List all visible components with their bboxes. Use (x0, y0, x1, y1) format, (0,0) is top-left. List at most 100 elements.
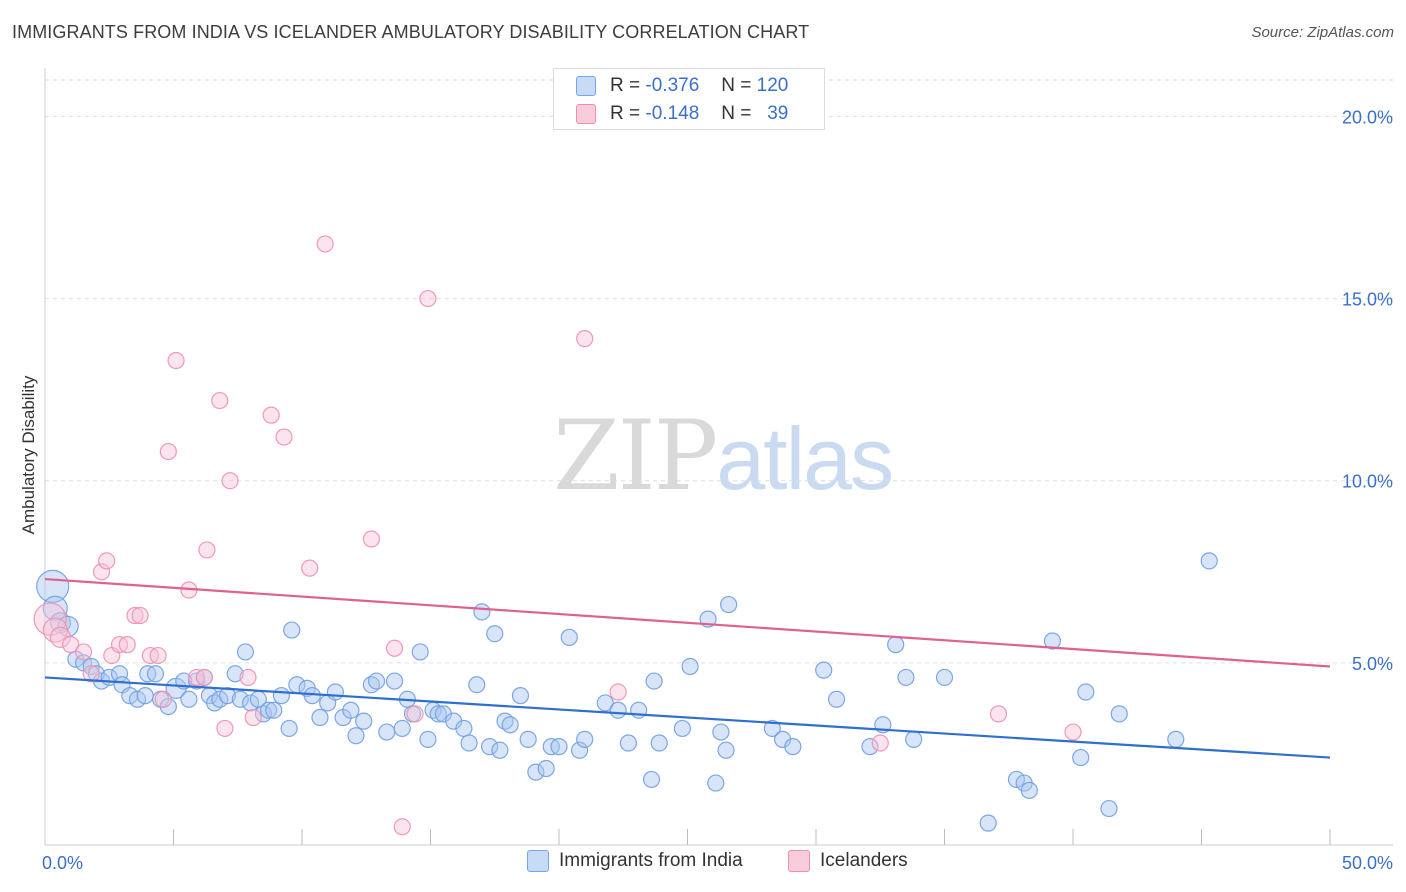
india-point (861, 738, 879, 756)
india-point (560, 628, 578, 646)
stats-n-value: 39 (767, 103, 789, 124)
india-point (460, 734, 478, 752)
india-point (815, 661, 833, 679)
india-point (491, 741, 509, 759)
india-point (642, 770, 661, 789)
india-point (827, 690, 846, 708)
india-point (180, 690, 198, 708)
stats-r-value: -0.148 (645, 103, 700, 124)
india-point (280, 719, 298, 738)
chart-title: IMMIGRANTS FROM INDIA VS ICELANDER AMBUL… (12, 22, 810, 42)
india-point (146, 665, 165, 683)
legend-label-india: Immigrants from India (559, 850, 743, 871)
india-point (707, 774, 725, 792)
icelander-point (316, 235, 334, 253)
india-point (355, 712, 373, 730)
icelander-point (149, 646, 167, 665)
india-point (36, 569, 70, 603)
india-point (1167, 730, 1185, 748)
india-point (720, 595, 738, 614)
icelander-point (216, 719, 234, 738)
icelander-point (211, 391, 229, 410)
india-point (136, 687, 154, 705)
india-point (979, 814, 997, 832)
x-tick-label: 0.0% (42, 853, 83, 873)
legend-item-india[interactable]: Immigrants from India (527, 850, 743, 872)
icelander-point (393, 818, 411, 836)
india-point (342, 701, 360, 719)
india-point (1200, 552, 1218, 570)
icelander-point (198, 541, 216, 559)
india-point (486, 625, 504, 643)
india-point (784, 738, 802, 756)
india-point (231, 690, 249, 708)
india-point (519, 730, 537, 748)
india-point (681, 657, 699, 676)
source-label: Source: ZipAtlas.com (1251, 24, 1394, 41)
india-point (393, 719, 411, 738)
icelander-point (195, 668, 213, 687)
icelander-point (419, 289, 437, 308)
icelander-point (385, 639, 404, 657)
india-point (609, 701, 627, 719)
legend-item-icelanders[interactable]: Icelanders (788, 850, 908, 872)
india-point (265, 701, 283, 719)
watermark: ZIPatlas (553, 400, 894, 512)
icelander-point (62, 636, 80, 654)
icelander-point (989, 705, 1008, 723)
india-point (596, 694, 614, 712)
india-point (367, 672, 386, 690)
india-point (673, 719, 691, 738)
icelander-trend-line (44, 577, 1331, 668)
india-trend-line (44, 676, 1331, 759)
india-point (1072, 748, 1090, 767)
india-point (272, 687, 291, 705)
india-point (570, 741, 589, 759)
stats-r-value: -0.376 (645, 75, 700, 96)
india-point (455, 719, 473, 738)
india-point (411, 643, 429, 661)
india-point (576, 730, 594, 748)
india-point (236, 643, 255, 661)
icelander-point (82, 665, 100, 683)
icelander-point (131, 606, 149, 625)
india-point (311, 708, 329, 727)
y-axis-label: Ambulatory Disability (19, 375, 38, 534)
india-point (303, 687, 321, 705)
icelander-point (406, 705, 424, 723)
stats-n-label: N = (721, 103, 752, 124)
stats-swatch-india (576, 76, 596, 96)
stats-n-label: N = (721, 75, 752, 96)
icelander-point (154, 690, 172, 708)
watermark-atlas: atlas (716, 409, 894, 508)
india-point (1110, 705, 1128, 723)
watermark-zip: ZIP (553, 400, 718, 512)
india-point (218, 687, 237, 705)
india-point (550, 738, 568, 756)
india-point (429, 705, 447, 723)
india-point (481, 738, 499, 756)
india-point (501, 716, 519, 734)
india-point (511, 687, 530, 705)
india-point (897, 668, 915, 687)
stats-legend: R = -0.376 N = 120 R = -0.148 N = 39 (553, 68, 825, 130)
legend-label-icelanders: Icelanders (820, 850, 908, 871)
icelander-point (98, 552, 116, 570)
icelander-point (159, 442, 177, 461)
india-point (1077, 683, 1095, 701)
icelander-point (167, 351, 185, 370)
india-point (1100, 799, 1118, 818)
india-point (259, 701, 278, 719)
india-point (419, 730, 437, 748)
y-tick-label: 10.0% (1342, 472, 1393, 492)
icelander-point (244, 708, 262, 727)
india-point (527, 763, 545, 781)
india-point (283, 621, 301, 639)
india-point (619, 734, 637, 752)
stats-r-label: R = (610, 75, 641, 96)
icelander-point (871, 734, 889, 752)
icelander-point (118, 636, 136, 654)
legend-swatch-icelanders (788, 850, 810, 872)
india-point (645, 672, 663, 690)
